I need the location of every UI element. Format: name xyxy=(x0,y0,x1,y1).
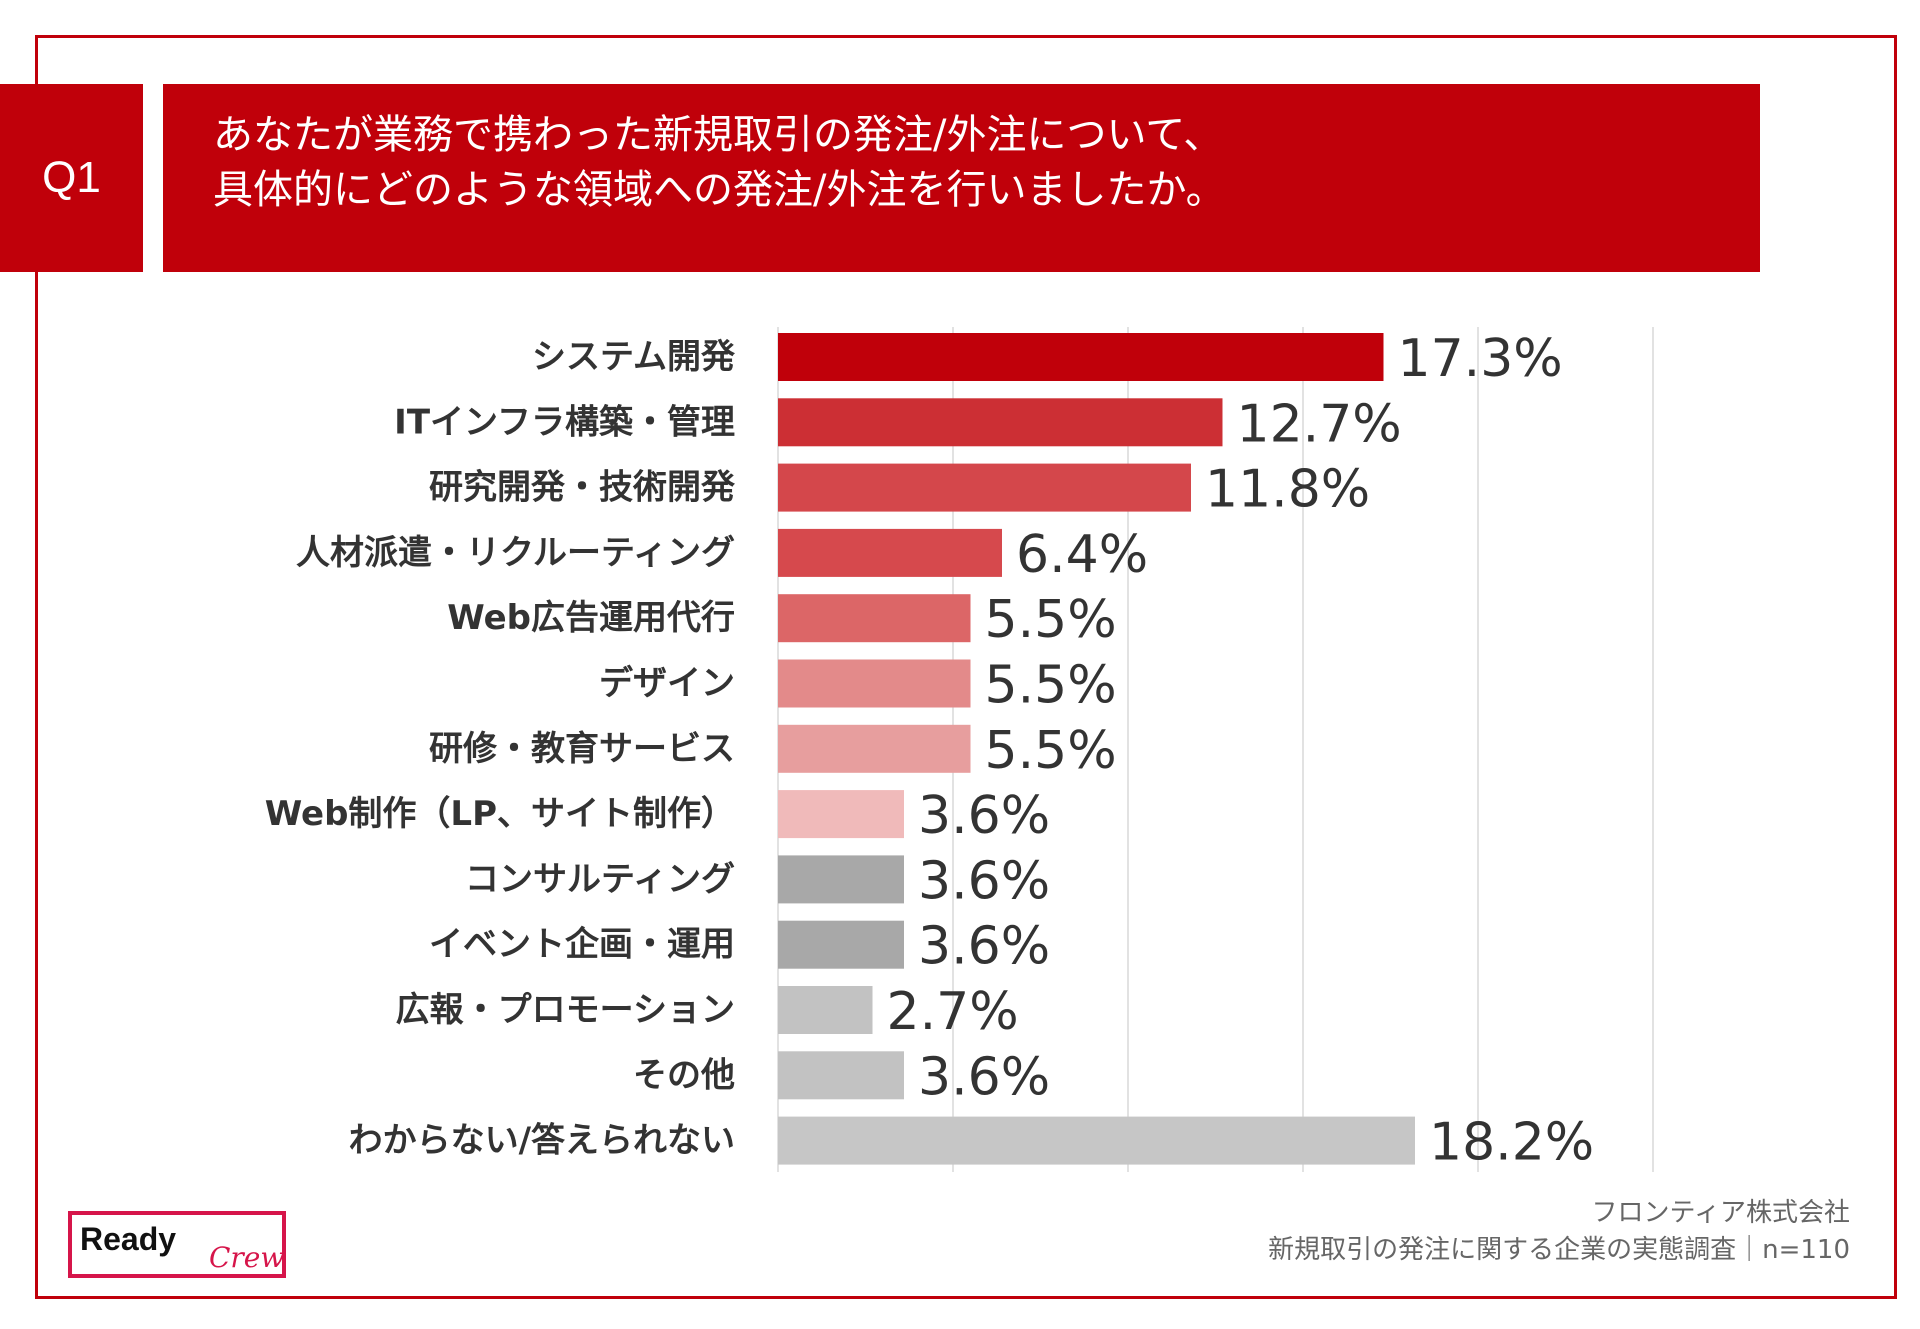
value-label: 17.3% xyxy=(1398,329,1563,389)
question-line-1: あなたが業務で携わった新規取引の発注/外注について、 xyxy=(213,112,1224,158)
question-number: Q1 xyxy=(42,153,101,202)
category-label: 広報・プロモーション xyxy=(396,990,735,1030)
value-label: 5.5% xyxy=(985,590,1117,650)
question-number-badge: Q1 xyxy=(0,84,143,272)
category-label: 研究開発・技術開発 xyxy=(429,468,736,508)
category-label: その他 xyxy=(633,1055,735,1095)
value-label: 3.6% xyxy=(918,917,1050,977)
category-label: デザイン xyxy=(599,664,735,704)
bar xyxy=(778,790,904,839)
bar xyxy=(778,594,971,643)
category-label: 研修・教育サービス xyxy=(429,729,735,769)
question-box: あなたが業務で携わった新規取引の発注/外注について、 具体的にどのような領域への… xyxy=(163,84,1760,272)
value-label: 3.6% xyxy=(918,1047,1050,1107)
category-label: Web制作（LP、サイト制作） xyxy=(265,794,735,834)
value-label: 6.4% xyxy=(1016,525,1148,585)
bar xyxy=(778,659,971,708)
footer-company: フロンティア株式会社 xyxy=(1591,1198,1850,1228)
bar xyxy=(778,1116,1415,1165)
value-label: 12.7% xyxy=(1237,394,1402,454)
slide-border xyxy=(35,35,1897,1299)
value-label: 3.6% xyxy=(918,851,1050,911)
bar xyxy=(778,528,1002,577)
bar xyxy=(778,1051,904,1100)
category-label: 人材派遣・リクルーティング xyxy=(296,533,735,573)
readycrew-logo: Ready Crew xyxy=(68,1211,286,1278)
value-label: 5.5% xyxy=(985,656,1117,716)
bar xyxy=(778,724,971,773)
value-label: 18.2% xyxy=(1429,1113,1594,1173)
category-label: ITインフラ構築・管理 xyxy=(394,402,735,442)
value-label: 3.6% xyxy=(918,786,1050,846)
question-line-2: 具体的にどのような領域への発注/外注を行いましたか。 xyxy=(213,167,1226,213)
footer-source: フロンティア株式会社 新規取引の発注に関する企業の実態調査｜n=110 xyxy=(1268,1195,1850,1269)
value-label: 5.5% xyxy=(985,721,1117,781)
bar xyxy=(778,398,1223,447)
bar xyxy=(778,333,1384,381)
logo-ready-text: Ready xyxy=(80,1221,177,1257)
category-label: わからない/答えられない xyxy=(349,1121,735,1161)
bar xyxy=(778,855,904,904)
category-label: イベント企画・運用 xyxy=(429,925,735,965)
category-label: システム開発 xyxy=(532,337,736,377)
value-label: 11.8% xyxy=(1205,460,1370,520)
category-label: Web広告運用代行 xyxy=(447,598,735,638)
logo-crew-text: Crew xyxy=(209,1241,285,1274)
value-label: 2.7% xyxy=(887,982,1019,1042)
bar xyxy=(778,986,873,1034)
bar xyxy=(778,463,1191,512)
bar xyxy=(778,920,904,969)
category-label: コンサルティング xyxy=(465,859,735,899)
footer-survey: 新規取引の発注に関する企業の実態調査｜n=110 xyxy=(1268,1235,1850,1265)
